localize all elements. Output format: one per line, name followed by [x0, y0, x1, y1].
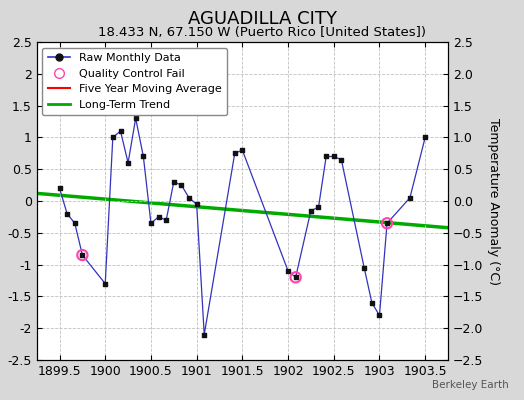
Point: [200, 331, 209, 338]
Point: [124, 160, 132, 166]
Point: [139, 153, 148, 160]
Point: [284, 268, 292, 274]
Point: [78, 252, 86, 258]
Point: [170, 179, 178, 185]
Point: [78, 252, 86, 258]
Point: [116, 128, 125, 134]
Y-axis label: Temperature Anomaly (°C): Temperature Anomaly (°C): [487, 118, 500, 284]
Point: [337, 156, 345, 163]
Point: [330, 153, 338, 160]
Point: [238, 147, 247, 153]
Point: [101, 280, 110, 287]
Legend: Raw Monthly Data, Quality Control Fail, Five Year Moving Average, Long-Term Tren: Raw Monthly Data, Quality Control Fail, …: [42, 48, 227, 115]
Text: AGUADILLA CITY: AGUADILLA CITY: [188, 10, 336, 28]
Point: [307, 207, 315, 214]
Text: Berkeley Earth: Berkeley Earth: [432, 380, 508, 390]
Point: [147, 220, 155, 226]
Point: [421, 134, 429, 140]
Point: [231, 150, 239, 156]
Point: [383, 220, 391, 226]
Point: [192, 201, 201, 207]
Point: [375, 312, 384, 319]
Point: [155, 214, 163, 220]
Point: [322, 153, 330, 160]
Point: [406, 195, 414, 201]
Point: [63, 210, 71, 217]
Point: [360, 264, 368, 271]
Point: [132, 115, 140, 122]
Point: [56, 185, 64, 192]
Point: [162, 217, 170, 223]
Text: 18.433 N, 67.150 W (Puerto Rico [United States]): 18.433 N, 67.150 W (Puerto Rico [United …: [98, 26, 426, 39]
Point: [108, 134, 117, 140]
Point: [185, 195, 193, 201]
Point: [177, 182, 185, 188]
Point: [368, 300, 376, 306]
Point: [314, 204, 323, 210]
Point: [71, 220, 79, 226]
Point: [291, 274, 300, 280]
Point: [291, 274, 300, 280]
Point: [383, 220, 391, 226]
